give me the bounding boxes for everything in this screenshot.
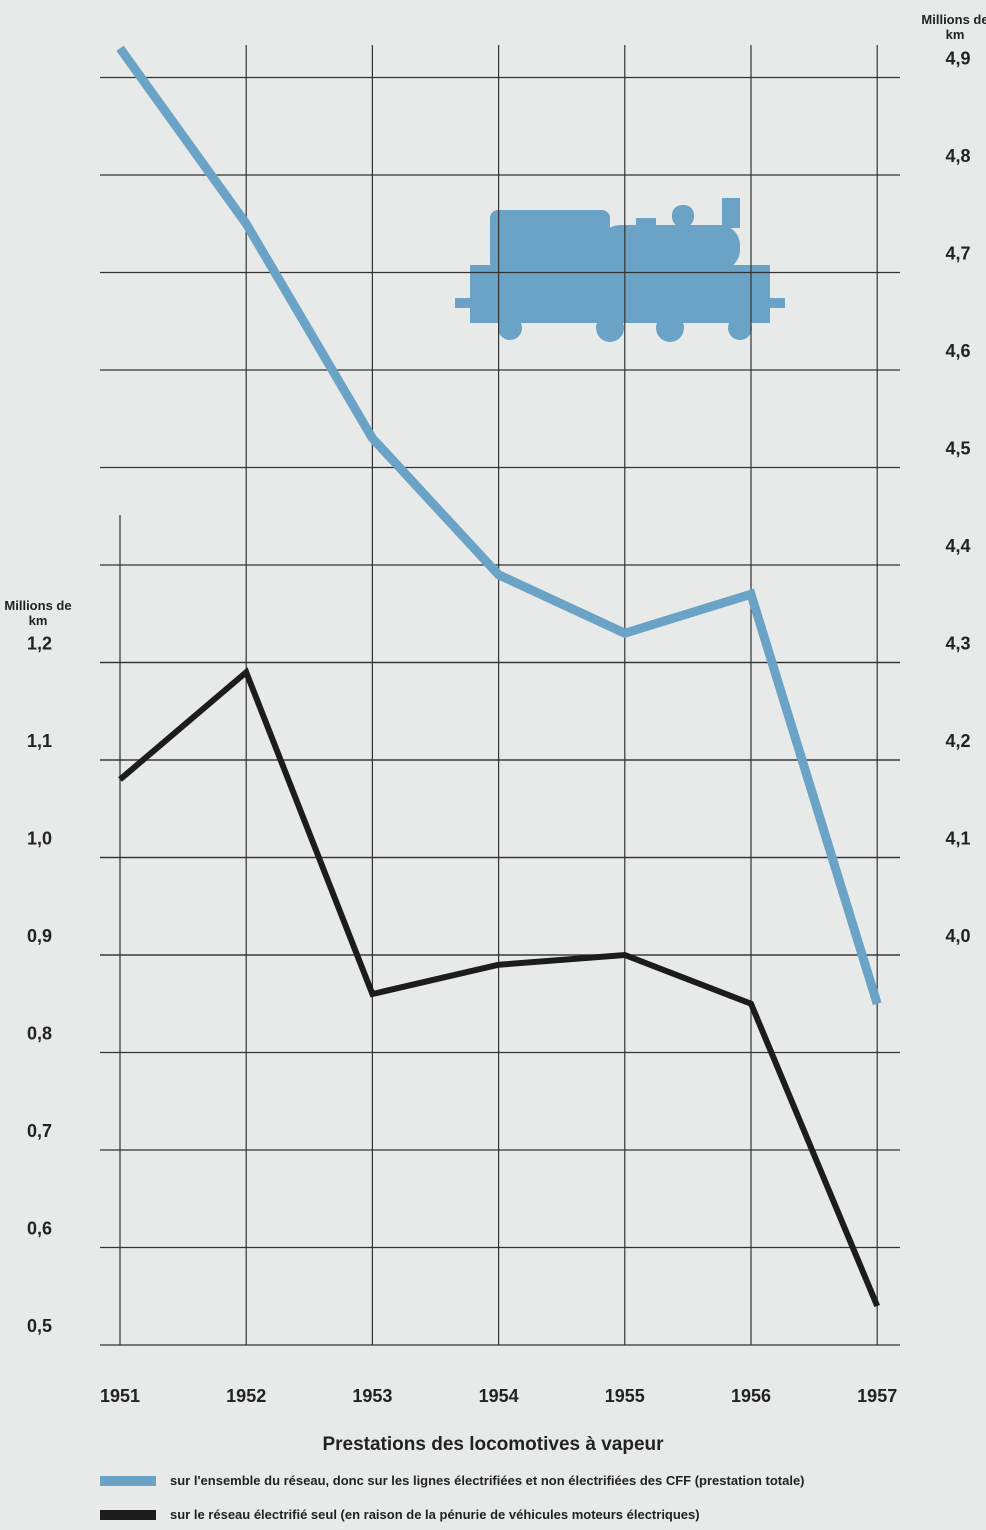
- chart: 1951 1952 1953 1954 1955 1956 1957 0,5 0,6 0,7 0,8…: [27, 45, 971, 1406]
- y-tick-label: 1,1: [27, 731, 52, 751]
- chart-title: Prestations des locomotives à vapeur: [322, 1434, 664, 1455]
- series-line: [116, 45, 882, 1006]
- legend-entry: sur le réseau électrifié seul (en raison…: [100, 1507, 920, 1522]
- x-tick-label: 1954: [479, 1386, 519, 1406]
- y2-tick-label: 4,1: [945, 828, 970, 848]
- x-tick-label: 1957: [857, 1386, 897, 1406]
- y2-tick-label: 4,4: [945, 536, 970, 556]
- x-tick-label: 1956: [731, 1386, 771, 1406]
- x-tick-label: 1952: [226, 1386, 266, 1406]
- y-tick-label: 0,8: [27, 1023, 52, 1043]
- y2-tick-label: 4,5: [945, 438, 970, 458]
- locomotive: [455, 198, 785, 342]
- y2-tick-label: 4,7: [945, 243, 970, 263]
- legend-swatch: [100, 1510, 156, 1520]
- y-tick-label: 0,5: [27, 1316, 52, 1336]
- x-tick-label: 1953: [352, 1386, 392, 1406]
- y2-tick-label: 4,2: [945, 731, 970, 751]
- y2-tick-label: 4,3: [945, 633, 970, 653]
- y2-axis-label: Millions de km: [921, 12, 986, 42]
- series-line: [118, 667, 880, 1308]
- y-tick-label: 0,7: [27, 1121, 52, 1141]
- y-tick-label: 1,0: [27, 828, 52, 848]
- y2-tick-label: 4,8: [945, 146, 970, 166]
- legend-swatch: [100, 1476, 156, 1486]
- y-axis-label: Millions de km: [4, 598, 72, 628]
- y2-tick-label: 4,9: [945, 48, 970, 68]
- legend-label: sur le réseau électrifié seul (en raison…: [170, 1507, 700, 1522]
- y2-tick-label: 4,0: [945, 926, 970, 946]
- y2-tick-label: 4,6: [945, 341, 970, 361]
- y-tick-label: 0,9: [27, 926, 52, 946]
- y-tick-label: 1,2: [27, 633, 52, 653]
- x-tick-label: 1951: [100, 1386, 140, 1406]
- legend-entry: sur l'ensemble du réseau, donc sur les l…: [100, 1473, 920, 1488]
- y-tick-label: 0,6: [27, 1218, 52, 1238]
- legend-label: sur l'ensemble du réseau, donc sur les l…: [170, 1473, 805, 1488]
- x-tick-label: 1955: [605, 1386, 645, 1406]
